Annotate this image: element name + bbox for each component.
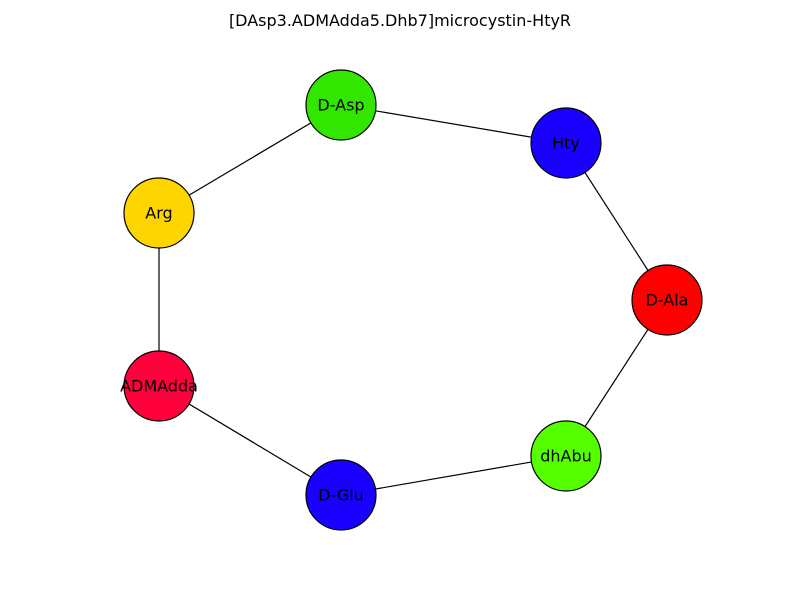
node-hty: Hty [531,108,601,178]
node-label-d-glu: D-Glu [318,486,364,505]
node-label-arg: Arg [145,204,172,223]
node-label-d-ala: D-Ala [646,291,689,310]
node-d-ala: D-Ala [632,265,702,335]
node-label-admadda: ADMAdda [120,377,198,396]
node-d-asp: D-Asp [306,70,376,140]
node-dhabu: dhAbu [531,421,601,491]
node-label-d-asp: D-Asp [317,96,364,115]
node-label-hty: Hty [552,134,580,153]
diagram-title: [DAsp3.ADMAdda5.Dhb7]microcystin-HtyR [229,11,571,30]
node-arg: Arg [124,178,194,248]
node-admadda: ADMAdda [120,351,198,421]
nodes-layer: D-Asp Hty D-Ala dhAbu D-Glu ADMAdda Arg [120,70,702,530]
node-label-dhabu: dhAbu [540,447,592,466]
node-d-glu: D-Glu [306,460,376,530]
